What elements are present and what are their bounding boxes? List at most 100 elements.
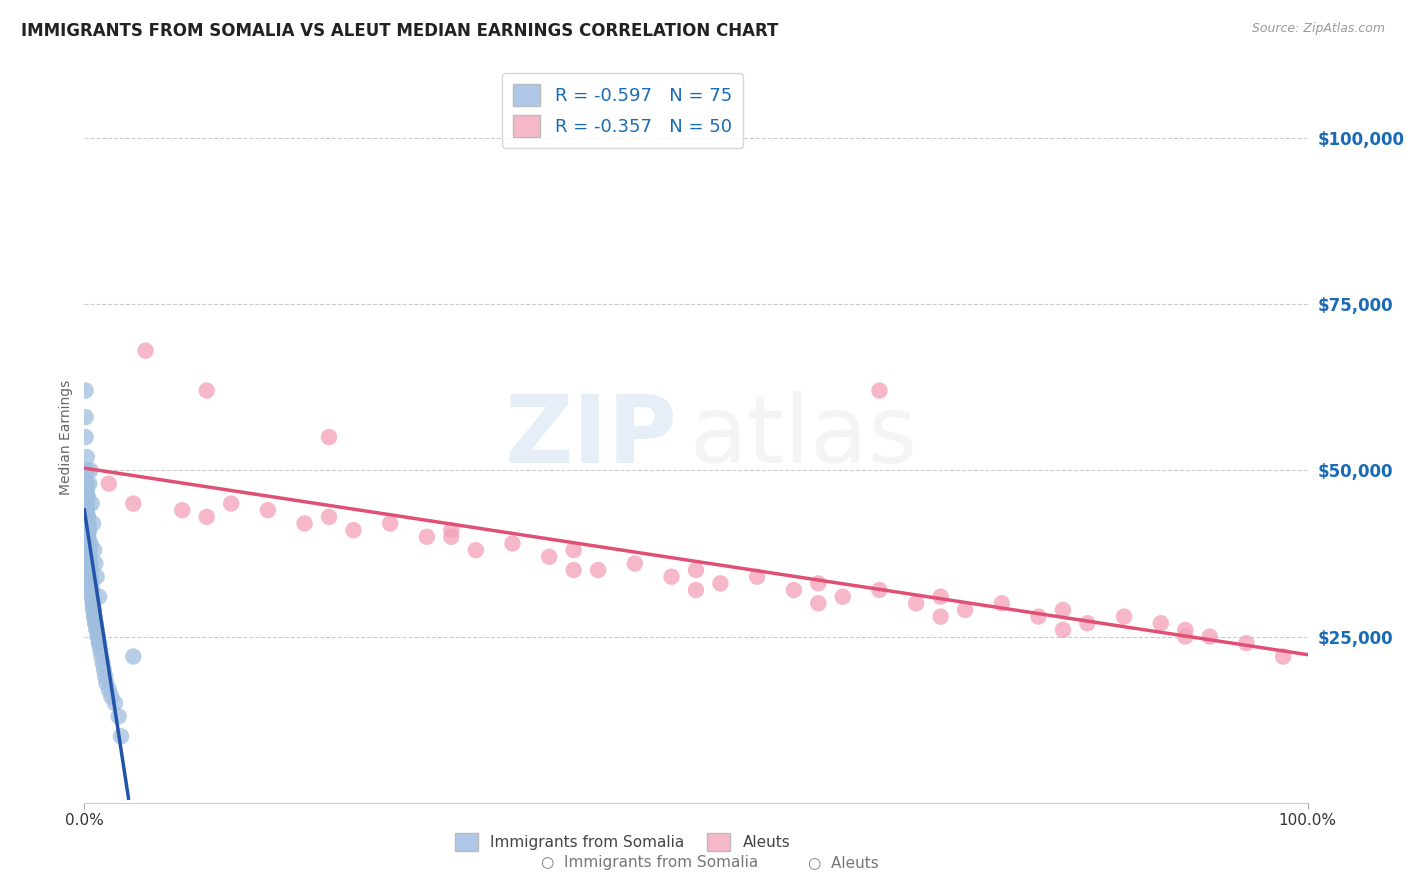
Point	[440, 523, 463, 537]
Point	[869, 384, 891, 398]
Point	[97, 476, 120, 491]
Point	[416, 530, 439, 544]
Point	[87, 636, 110, 650]
Point	[685, 563, 707, 577]
Point	[709, 576, 731, 591]
Point	[1052, 623, 1074, 637]
Point	[79, 576, 101, 591]
Point	[77, 523, 100, 537]
Point	[77, 549, 100, 564]
Point	[77, 543, 100, 558]
Point	[86, 623, 108, 637]
Point	[110, 729, 132, 743]
Point	[107, 709, 129, 723]
Point	[1174, 630, 1197, 644]
Point	[77, 516, 100, 531]
Point	[104, 696, 127, 710]
Point	[76, 483, 98, 498]
Point	[77, 509, 100, 524]
Text: IMMIGRANTS FROM SOMALIA VS ALEUT MEDIAN EARNINGS CORRELATION CHART: IMMIGRANTS FROM SOMALIA VS ALEUT MEDIAN …	[21, 22, 779, 40]
Point	[84, 616, 107, 631]
Point	[953, 603, 976, 617]
Point	[82, 596, 104, 610]
Point	[685, 582, 707, 597]
Point	[79, 557, 101, 571]
Point	[89, 643, 111, 657]
Point	[831, 590, 853, 604]
Point	[77, 549, 100, 564]
Point	[661, 570, 683, 584]
Point	[82, 596, 104, 610]
Point	[76, 503, 98, 517]
Point	[77, 523, 100, 537]
Point	[93, 663, 115, 677]
Point	[100, 690, 122, 704]
Point	[77, 516, 100, 531]
Text: ZIP: ZIP	[505, 391, 678, 483]
Point	[87, 630, 110, 644]
Point	[80, 582, 103, 597]
Point	[80, 590, 103, 604]
Point	[75, 384, 97, 398]
Point	[1198, 630, 1220, 644]
Point	[562, 563, 585, 577]
Point	[90, 649, 112, 664]
Point	[80, 576, 103, 591]
Point	[135, 343, 157, 358]
Point	[172, 503, 194, 517]
Point	[83, 543, 105, 558]
Point	[1236, 636, 1258, 650]
Point	[84, 616, 107, 631]
Point	[195, 509, 218, 524]
Point	[76, 476, 98, 491]
Point	[1174, 623, 1197, 637]
Point	[77, 557, 100, 571]
Point	[91, 656, 114, 670]
Point	[96, 676, 118, 690]
Text: ○  Aleuts: ○ Aleuts	[808, 855, 879, 870]
Point	[79, 570, 101, 584]
Point	[80, 497, 103, 511]
Point	[86, 623, 108, 637]
Point	[464, 543, 486, 558]
Point	[195, 384, 218, 398]
Point	[76, 490, 98, 504]
Point	[440, 530, 463, 544]
Point	[1076, 616, 1098, 631]
Point	[380, 516, 402, 531]
Text: Source: ZipAtlas.com: Source: ZipAtlas.com	[1251, 22, 1385, 36]
Point	[783, 582, 806, 597]
Point	[991, 596, 1014, 610]
Point	[77, 490, 100, 504]
Point	[1052, 603, 1074, 617]
Point	[75, 430, 97, 444]
Point	[1028, 609, 1050, 624]
Legend: Immigrants from Somalia, Aleuts: Immigrants from Somalia, Aleuts	[449, 827, 796, 857]
Point	[318, 430, 340, 444]
Point	[77, 536, 100, 550]
Point	[807, 576, 830, 591]
Point	[77, 557, 100, 571]
Point	[122, 649, 145, 664]
Point	[87, 590, 110, 604]
Point	[219, 497, 242, 511]
Point	[122, 497, 145, 511]
Y-axis label: Median Earnings: Median Earnings	[59, 379, 73, 495]
Point	[87, 636, 110, 650]
Point	[807, 596, 830, 610]
Point	[82, 603, 104, 617]
Point	[562, 543, 585, 558]
Point	[83, 609, 105, 624]
Point	[77, 523, 100, 537]
Point	[929, 590, 952, 604]
Point	[75, 410, 97, 425]
Point	[79, 570, 101, 584]
Point	[77, 530, 100, 544]
Point	[79, 463, 101, 477]
Point	[929, 609, 952, 624]
Point	[79, 536, 101, 550]
Point	[586, 563, 609, 577]
Point	[905, 596, 928, 610]
Point	[80, 590, 103, 604]
Point	[342, 523, 364, 537]
